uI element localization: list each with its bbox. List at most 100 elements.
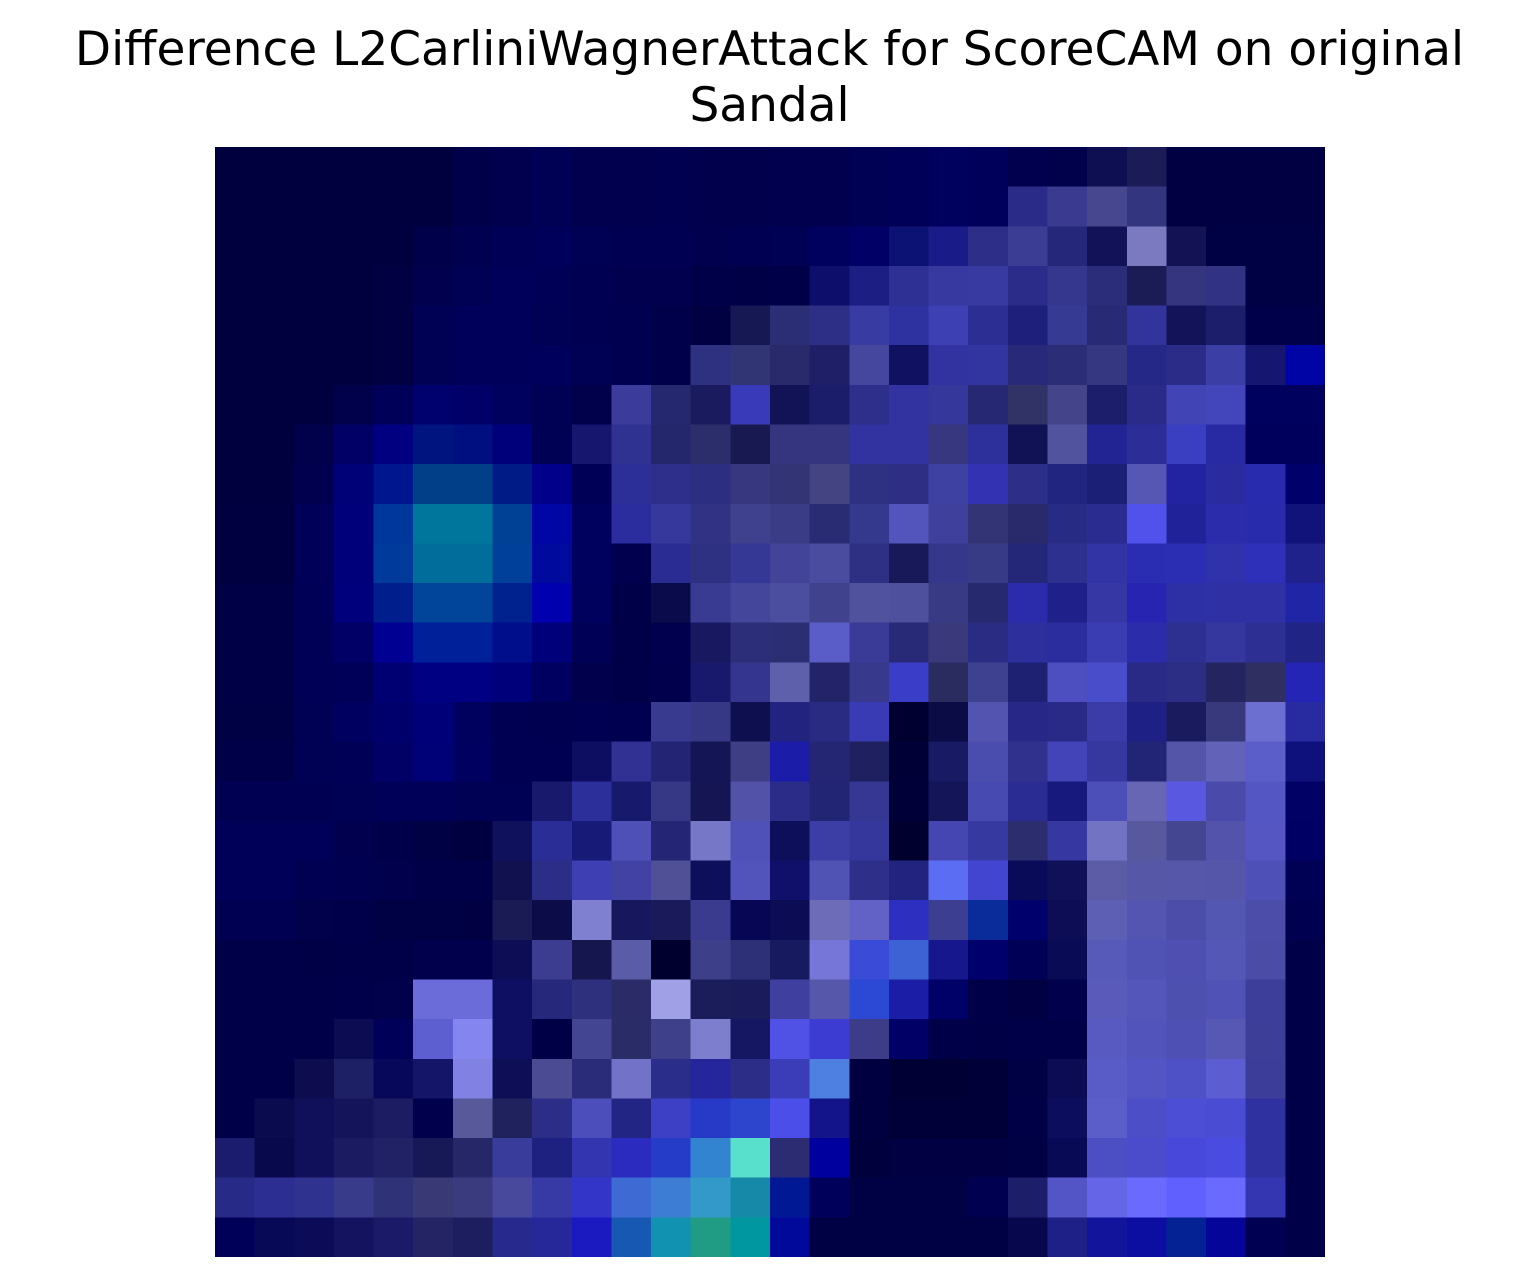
heatmap-cell-r14-c17 bbox=[888, 702, 930, 743]
heatmap-cell-r14-c9 bbox=[571, 702, 613, 743]
heatmap-cell-r26-c16 bbox=[849, 1177, 890, 1218]
heatmap-cell-r25-c24 bbox=[1166, 1138, 1207, 1179]
heatmap-cell-r12-c5 bbox=[413, 622, 454, 663]
heatmap-cell-r25-c1 bbox=[254, 1138, 295, 1179]
heatmap-cell-r14-c21 bbox=[1047, 702, 1088, 743]
heatmap-cell-r27-c14 bbox=[770, 1217, 811, 1257]
heatmap-cell-r4-c16 bbox=[849, 305, 890, 346]
heatmap-cell-r22-c24 bbox=[1166, 1019, 1207, 1060]
heatmap-cell-r22-c9 bbox=[571, 1019, 613, 1060]
heatmap-cell-r11-c0 bbox=[215, 583, 256, 624]
heatmap-cell-r16-c6 bbox=[452, 781, 494, 822]
heatmap-cell-r27-c13 bbox=[730, 1217, 771, 1257]
heatmap-cell-r3-c18 bbox=[928, 265, 969, 307]
heatmap-cell-r13-c0 bbox=[215, 662, 256, 703]
heatmap-cell-r0-c21 bbox=[1047, 147, 1088, 188]
heatmap-cell-r6-c3 bbox=[333, 384, 375, 426]
heatmap-cell-r6-c17 bbox=[888, 384, 930, 426]
heatmap-cell-r27-c20 bbox=[1007, 1217, 1049, 1257]
heatmap-cell-r20-c6 bbox=[452, 939, 494, 981]
heatmap-cell-r10-c24 bbox=[1166, 543, 1207, 584]
heatmap-cell-r10-c1 bbox=[254, 543, 295, 584]
heatmap-cell-r16-c1 bbox=[254, 781, 295, 822]
heatmap-cell-r10-c16 bbox=[849, 543, 890, 584]
heatmap-cell-r0-c8 bbox=[532, 147, 573, 188]
heatmap-cell-r27-c10 bbox=[611, 1217, 652, 1257]
heatmap-cell-r19-c27 bbox=[1285, 900, 1325, 941]
heatmap-cell-r9-c4 bbox=[373, 503, 414, 545]
heatmap-cell-r16-c22 bbox=[1087, 781, 1128, 822]
heatmap-cell-r1-c27 bbox=[1285, 186, 1325, 227]
heatmap-cell-r8-c21 bbox=[1047, 464, 1088, 505]
heatmap-cell-r11-c4 bbox=[373, 583, 414, 624]
heatmap-cell-r3-c9 bbox=[571, 265, 613, 307]
heatmap-cell-r11-c6 bbox=[452, 583, 494, 624]
heatmap-cell-r20-c21 bbox=[1047, 939, 1088, 981]
heatmap-cell-r22-c21 bbox=[1047, 1019, 1088, 1060]
heatmap-cell-r3-c16 bbox=[849, 265, 890, 307]
heatmap-cell-r1-c6 bbox=[452, 186, 494, 227]
heatmap-cell-r11-c13 bbox=[730, 583, 771, 624]
heatmap-cell-r27-c23 bbox=[1126, 1217, 1168, 1257]
heatmap-cell-r5-c13 bbox=[730, 345, 771, 386]
heatmap-cell-r12-c6 bbox=[452, 622, 494, 663]
heatmap-cell-r18-c19 bbox=[968, 860, 1009, 901]
heatmap-cell-r27-c12 bbox=[690, 1217, 731, 1257]
heatmap-cell-r8-c0 bbox=[215, 464, 256, 505]
heatmap-cell-r13-c7 bbox=[492, 662, 533, 703]
heatmap-cell-r12-c15 bbox=[809, 622, 850, 663]
heatmap-cell-r15-c7 bbox=[492, 741, 533, 782]
heatmap-cell-r5-c4 bbox=[373, 345, 414, 386]
heatmap-cell-r15-c3 bbox=[333, 741, 375, 782]
heatmap-cell-r12-c8 bbox=[532, 622, 573, 663]
heatmap-cell-r9-c0 bbox=[215, 503, 256, 545]
heatmap-cell-r6-c26 bbox=[1245, 384, 1286, 426]
heatmap-cell-r27-c25 bbox=[1206, 1217, 1247, 1257]
heatmap-cell-r5-c18 bbox=[928, 345, 969, 386]
heatmap-cell-r17-c19 bbox=[968, 820, 1009, 862]
heatmap-cell-r8-c4 bbox=[373, 464, 414, 505]
heatmap-cell-r7-c20 bbox=[1007, 424, 1049, 465]
heatmap-cell-r24-c9 bbox=[571, 1098, 613, 1139]
heatmap-cell-r14-c26 bbox=[1245, 702, 1286, 743]
heatmap-cell-r12-c21 bbox=[1047, 622, 1088, 663]
heatmap-cell-r14-c25 bbox=[1206, 702, 1247, 743]
heatmap-cell-r14-c13 bbox=[730, 702, 771, 743]
heatmap-cell-r7-c4 bbox=[373, 424, 414, 465]
heatmap-cell-r12-c26 bbox=[1245, 622, 1286, 663]
heatmap-cell-r19-c23 bbox=[1126, 900, 1168, 941]
heatmap-cell-r21-c26 bbox=[1245, 979, 1286, 1020]
heatmap-cell-r7-c11 bbox=[651, 424, 692, 465]
heatmap-cell-r19-c4 bbox=[373, 900, 414, 941]
heatmap-cell-r16-c4 bbox=[373, 781, 414, 822]
heatmap-cell-r27-c27 bbox=[1285, 1217, 1325, 1257]
heatmap-cell-r25-c5 bbox=[413, 1138, 454, 1179]
heatmap-cell-r8-c15 bbox=[809, 464, 850, 505]
heatmap-cell-r14-c23 bbox=[1126, 702, 1168, 743]
heatmap-cell-r0-c4 bbox=[373, 147, 414, 188]
heatmap-cell-r3-c21 bbox=[1047, 265, 1088, 307]
heatmap-cell-r22-c1 bbox=[254, 1019, 295, 1060]
heatmap-cell-r13-c26 bbox=[1245, 662, 1286, 703]
heatmap-cell-r2-c9 bbox=[571, 226, 613, 267]
heatmap-cell-r1-c7 bbox=[492, 186, 533, 227]
heatmap-cell-r7-c6 bbox=[452, 424, 494, 465]
heatmap-cell-r8-c20 bbox=[1007, 464, 1049, 505]
heatmap-cell-r6-c19 bbox=[968, 384, 1009, 426]
heatmap-cell-r26-c2 bbox=[294, 1177, 335, 1218]
heatmap-cell-r13-c24 bbox=[1166, 662, 1207, 703]
heatmap-cell-r3-c8 bbox=[532, 265, 573, 307]
heatmap-cell-r20-c1 bbox=[254, 939, 295, 981]
heatmap-cell-r17-c27 bbox=[1285, 820, 1325, 862]
heatmap-cell-r16-c11 bbox=[651, 781, 692, 822]
heatmap-cell-r19-c22 bbox=[1087, 900, 1128, 941]
heatmap-cell-r5-c10 bbox=[611, 345, 652, 386]
heatmap-plot-area bbox=[215, 147, 1325, 1257]
heatmap-cell-r22-c27 bbox=[1285, 1019, 1325, 1060]
heatmap-cell-r22-c19 bbox=[968, 1019, 1009, 1060]
heatmap-cell-r18-c12 bbox=[690, 860, 731, 901]
heatmap-cell-r23-c5 bbox=[413, 1058, 454, 1100]
heatmap-cell-r23-c16 bbox=[849, 1058, 890, 1100]
heatmap-cell-r14-c27 bbox=[1285, 702, 1325, 743]
heatmap-cell-r22-c0 bbox=[215, 1019, 256, 1060]
